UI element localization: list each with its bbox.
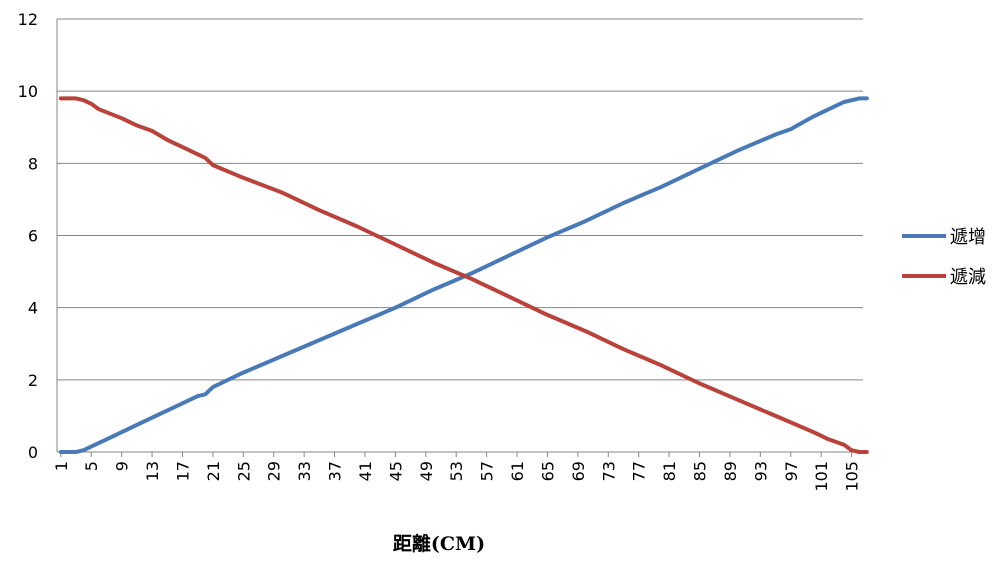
x-tick-label: 97: [782, 461, 801, 481]
x-tick-label: 33: [295, 461, 314, 481]
x-tick-label: 49: [417, 461, 436, 481]
x-tick-label: 53: [447, 461, 466, 481]
y-tick-label: 8: [28, 154, 38, 173]
x-tick-label: 9: [113, 461, 132, 471]
x-tick-label: 29: [265, 461, 284, 481]
legend-label: 遞增: [950, 227, 986, 248]
y-axis-ticks: 0 2 4 6 8 10 12: [18, 10, 38, 462]
y-tick-label: 2: [28, 371, 38, 390]
y-tick-label: 6: [28, 227, 38, 246]
x-tick-label: 101: [812, 461, 831, 492]
x-tick-label: 77: [630, 461, 649, 481]
x-axis-ticks: 1 5 9 13 17 21 25 29 33 37 41 45 49 53 57 61 65 69 73 77 81 8…: [52, 452, 862, 492]
y-tick-label: 4: [28, 299, 38, 318]
x-tick-label: 85: [691, 461, 710, 481]
series-line: [58, 96, 869, 454]
x-tick-label: 1: [52, 461, 71, 471]
x-tick-label: 61: [508, 461, 527, 481]
x-tick-label: 13: [143, 461, 162, 481]
gridlines: [57, 18, 863, 381]
x-tick-label: 93: [751, 461, 770, 481]
series-lines: [58, 96, 869, 454]
x-tick-label: 37: [326, 461, 345, 481]
y-tick-label: 0: [28, 443, 38, 462]
x-tick-label: 89: [721, 461, 740, 481]
x-tick-label: 65: [538, 461, 557, 481]
y-tick-label: 10: [18, 82, 38, 101]
x-tick-label: 57: [478, 461, 497, 481]
x-tick-label: 41: [356, 461, 375, 481]
x-tick-label: 81: [660, 461, 679, 481]
x-tick-label: 17: [173, 461, 192, 481]
x-tick-label: 105: [843, 461, 862, 492]
legend-label: 遞減: [950, 267, 986, 288]
x-tick-label: 21: [204, 461, 223, 481]
x-tick-label: 5: [82, 461, 101, 471]
x-tick-label: 25: [234, 461, 253, 481]
x-axis-title: 距離(CM): [393, 532, 485, 555]
x-tick-label: 45: [386, 461, 405, 481]
series-line: [58, 96, 869, 454]
x-tick-label: 73: [599, 461, 618, 481]
y-tick-label: 12: [18, 10, 38, 29]
x-tick-label: 69: [569, 461, 588, 481]
